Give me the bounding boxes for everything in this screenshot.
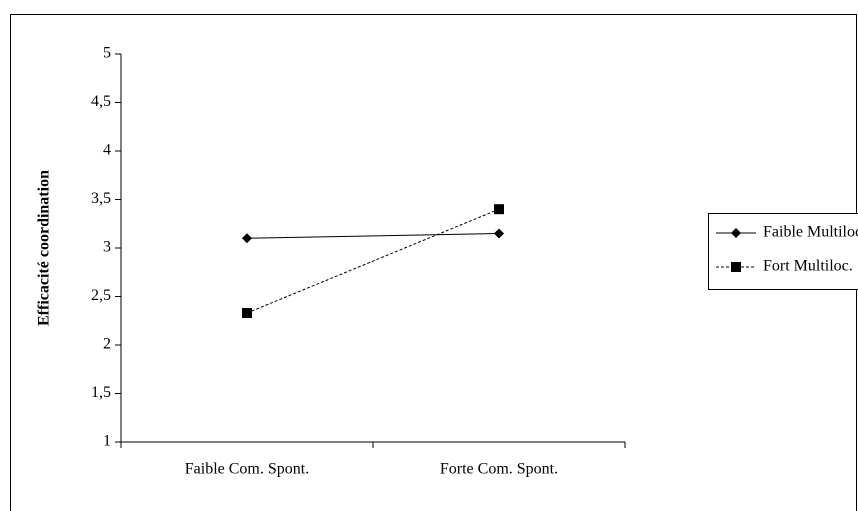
legend-box — [708, 213, 858, 290]
legend-label: Fort Multiloc. — [763, 258, 853, 275]
y-tick-label: 2 — [103, 336, 111, 353]
x-tick-label: Forte Com. Spont. — [440, 461, 558, 478]
series-line — [246, 208, 500, 314]
y-tick-label: 4 — [103, 142, 111, 159]
series-line — [246, 232, 500, 239]
y-axis-label: Efficacité coordination — [36, 170, 53, 326]
y-tick-label: 4,5 — [91, 93, 111, 110]
y-tick-label: 1,5 — [91, 384, 111, 401]
marker — [494, 228, 504, 239]
y-tick-label: 1 — [103, 433, 111, 450]
legend-label: Faible Multiloc. — [763, 224, 858, 241]
y-tick-label: 2,5 — [91, 287, 111, 304]
y-tick-label: 3 — [103, 239, 111, 256]
legend-marker — [731, 262, 741, 272]
legend-marker — [731, 228, 741, 238]
marker — [242, 307, 252, 318]
y-tick-label: 5 — [103, 45, 111, 62]
x-tick-label: Faible Com. Spont. — [185, 461, 309, 478]
y-tick-label: 3,5 — [91, 190, 111, 207]
marker — [494, 204, 504, 215]
marker — [242, 233, 252, 244]
